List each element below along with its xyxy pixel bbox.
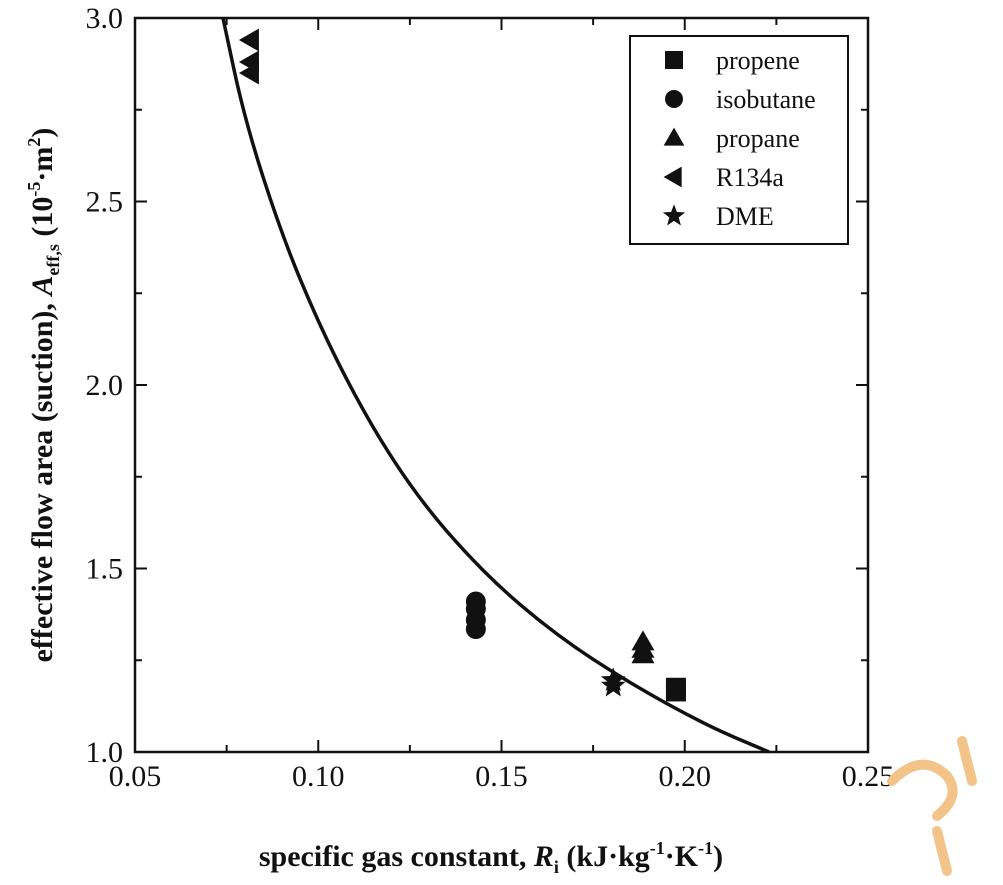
legend-label: DME: [716, 202, 774, 231]
x-tick-label: 0.15: [475, 760, 528, 793]
legend-items: propene isobutane propane R134a DME: [662, 46, 816, 231]
x-tick-label: 0.10: [292, 760, 345, 793]
x-tick-label: 0.05: [109, 760, 162, 793]
legend-marker-isobutane: [665, 90, 683, 108]
legend-label: propene: [716, 46, 800, 75]
legend-marker-dme: [662, 204, 686, 226]
data-point-propene: [665, 677, 686, 698]
legend-marker-propene: [665, 51, 683, 69]
data-point-isobutane: [465, 591, 486, 612]
x-tick-label: 0.25: [842, 760, 895, 793]
data-point-r134a: [238, 50, 259, 74]
y-tick-label: 3.0: [86, 2, 124, 35]
y-tick-label: 2.0: [86, 369, 124, 402]
legend-box: [629, 35, 849, 245]
legend-label: propane: [716, 124, 800, 153]
legend-label: R134a: [716, 163, 784, 192]
data-points: [238, 28, 686, 702]
y-tick-label: 2.5: [86, 186, 124, 219]
data-point-dme: [600, 667, 626, 691]
x-tick-label: 0.20: [659, 760, 712, 793]
data-point-r134a: [238, 28, 259, 52]
axis-ticks: [134, 17, 869, 753]
legend: propene isobutane propane R134a DME: [629, 35, 849, 245]
fit-curve: [221, 17, 770, 754]
x-axis-title: specific gas constant, Ri (kJ·kg-1·K-1): [259, 838, 723, 877]
data-point-propane: [631, 630, 655, 651]
y-tick-label: 1.0: [86, 736, 124, 769]
legend-marker-propane: [663, 127, 685, 146]
y-axis-title: effective flow area (suction), Aeff,s (1…: [24, 128, 63, 663]
tick-labels: 0.05 0.10 0.15 0.20 0.25 1.0 1.5 2.0 2.5 3.0: [86, 2, 895, 793]
legend-marker-r134a: [663, 166, 682, 188]
y-tick-label: 1.5: [86, 553, 124, 586]
watermark-mark: [887, 736, 977, 876]
legend-label: isobutane: [716, 85, 816, 114]
